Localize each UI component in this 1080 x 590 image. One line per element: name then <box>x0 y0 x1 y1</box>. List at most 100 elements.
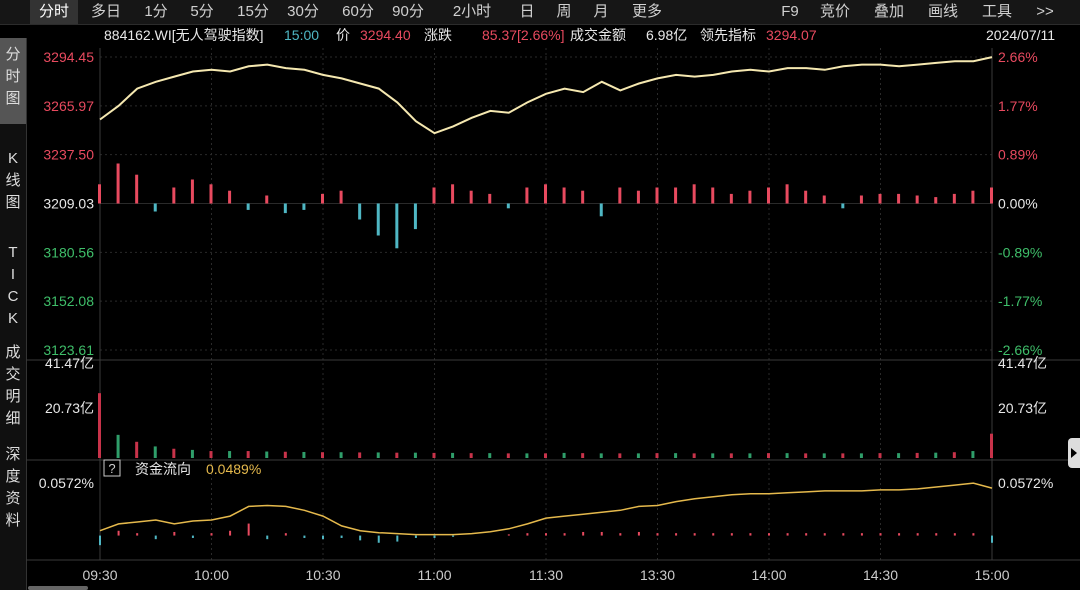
side-nav-char: 线 <box>5 172 21 189</box>
side-nav-char: 图 <box>5 194 21 211</box>
price-flow-bar <box>339 190 343 204</box>
fund-flow-bar <box>805 533 808 536</box>
y-tick-left: 3294.45 <box>43 49 94 65</box>
y-tick-right: -0.89% <box>998 244 1042 260</box>
flow-help-icon <box>103 459 121 477</box>
volume-bar <box>729 453 733 458</box>
y-tick-right: -1.77% <box>998 293 1042 309</box>
price-flow-bar <box>302 203 306 210</box>
tab-5[interactable]: 30分 <box>287 3 319 20</box>
fund-flow-bar <box>972 533 975 536</box>
price-flow-bar <box>822 195 826 204</box>
side-nav-char: 交 <box>5 366 21 383</box>
right-tab-1[interactable]: 竞价 <box>819 3 850 20</box>
fund-flow-bar <box>749 533 752 536</box>
price-flow-bar <box>767 187 770 204</box>
volume-bar <box>971 451 975 458</box>
price-flow-bar <box>785 184 789 204</box>
volume-bar <box>952 452 956 458</box>
volume-label-left-top: 41.47亿 <box>45 355 94 371</box>
price-flow-bar <box>469 190 473 204</box>
tab-2[interactable]: 1分 <box>144 3 168 20</box>
fund-flow-bar <box>303 535 306 538</box>
price-flow-bar <box>228 190 232 204</box>
tab-9[interactable]: 日 <box>519 3 535 20</box>
x-tick: 14:30 <box>863 567 898 583</box>
y-tick-right: 1.77% <box>998 98 1038 114</box>
volume-bar <box>469 453 473 458</box>
tab-12[interactable]: 更多 <box>631 3 662 20</box>
fund-flow-bar <box>563 533 566 536</box>
volume-label-right-mid: 20.73亿 <box>998 400 1047 416</box>
fund-flow-bar <box>117 530 120 536</box>
right-tab-4[interactable]: 工具 <box>981 3 1012 20</box>
side-nav-item-4[interactable]: 深度资料 <box>0 438 26 546</box>
price-flow-bar <box>934 197 938 204</box>
side-nav-item-3[interactable]: 成交明细 <box>0 336 26 444</box>
x-tick: 15:00 <box>974 567 1009 583</box>
fund-flow-bar <box>545 533 547 536</box>
right-tab-3[interactable]: 画线 <box>927 3 958 20</box>
volume-bar <box>432 452 436 458</box>
x-tick: 13:30 <box>640 567 675 583</box>
tab-4[interactable]: 15分 <box>237 3 269 20</box>
volume-bar <box>488 453 492 458</box>
volume-bar <box>506 453 510 458</box>
right-tab-2[interactable]: 叠加 <box>873 3 904 20</box>
price-flow-bar <box>209 184 213 204</box>
y-tick-right: 2.66% <box>998 49 1038 65</box>
side-nav-char: 成 <box>5 344 21 361</box>
fund-flow-bar <box>210 533 213 536</box>
tab-3[interactable]: 5分 <box>190 3 214 20</box>
tab-11[interactable]: 月 <box>593 3 609 20</box>
tab-0[interactable]: 分时 <box>30 0 78 24</box>
price-flow-bar <box>413 203 417 230</box>
volume-label-right-top: 41.47亿 <box>998 355 1047 371</box>
side-nav-item-0[interactable]: 分时图 <box>0 38 26 124</box>
leader-value: 3294.07 <box>766 27 817 43</box>
tab-10[interactable]: 周 <box>556 3 572 20</box>
fund-flow-bar <box>860 533 863 536</box>
volume-bar <box>525 453 529 458</box>
side-nav-char: 深 <box>5 446 21 463</box>
volume-label-left-mid: 20.73亿 <box>45 400 94 416</box>
fund-flow-bar <box>935 533 938 536</box>
fund-flow-bar <box>452 535 455 537</box>
fund-flow-bar <box>377 535 380 543</box>
fund-flow-bar <box>229 530 232 536</box>
fund-flow-bar <box>526 533 529 536</box>
volume-bar <box>711 453 715 458</box>
right-tab-5[interactable]: >> <box>1036 3 1054 20</box>
tab-6[interactable]: 60分 <box>342 3 374 20</box>
volume-bar <box>897 453 901 458</box>
price-flow-bar <box>395 203 399 249</box>
volume-bar <box>190 449 194 458</box>
fund-flow-bar <box>768 533 770 536</box>
volume-bar <box>135 441 139 458</box>
fund-flow-bar <box>637 531 640 536</box>
tab-8[interactable]: 2小时 <box>452 3 492 20</box>
tab-1[interactable]: 多日 <box>90 3 121 20</box>
volume-bar <box>116 434 120 458</box>
side-nav-char: K <box>7 310 18 327</box>
horizontal-scrollbar[interactable] <box>28 586 88 590</box>
price-line <box>99 56 993 135</box>
fund-flow-bar <box>898 533 901 536</box>
volume-bar <box>339 452 343 458</box>
index-code-name: 884162.WI[无人驾驶指数] <box>104 27 264 43</box>
volume-bar <box>376 452 380 458</box>
flow-label-left: 0.0572% <box>39 475 94 491</box>
volume-bar <box>153 446 157 458</box>
price-label: 价 <box>336 27 350 43</box>
price-flow-bar <box>451 184 455 204</box>
price-flow-bar <box>655 187 659 204</box>
right-tab-0[interactable]: F9 <box>781 3 799 20</box>
expand-panel-arrow-icon[interactable] <box>1068 438 1080 468</box>
side-nav-char: 资 <box>5 490 21 507</box>
volume-bar <box>451 452 455 458</box>
y-tick-left: 3209.03 <box>43 196 94 212</box>
tab-7[interactable]: 90分 <box>392 3 424 20</box>
volume-bar <box>748 453 752 458</box>
